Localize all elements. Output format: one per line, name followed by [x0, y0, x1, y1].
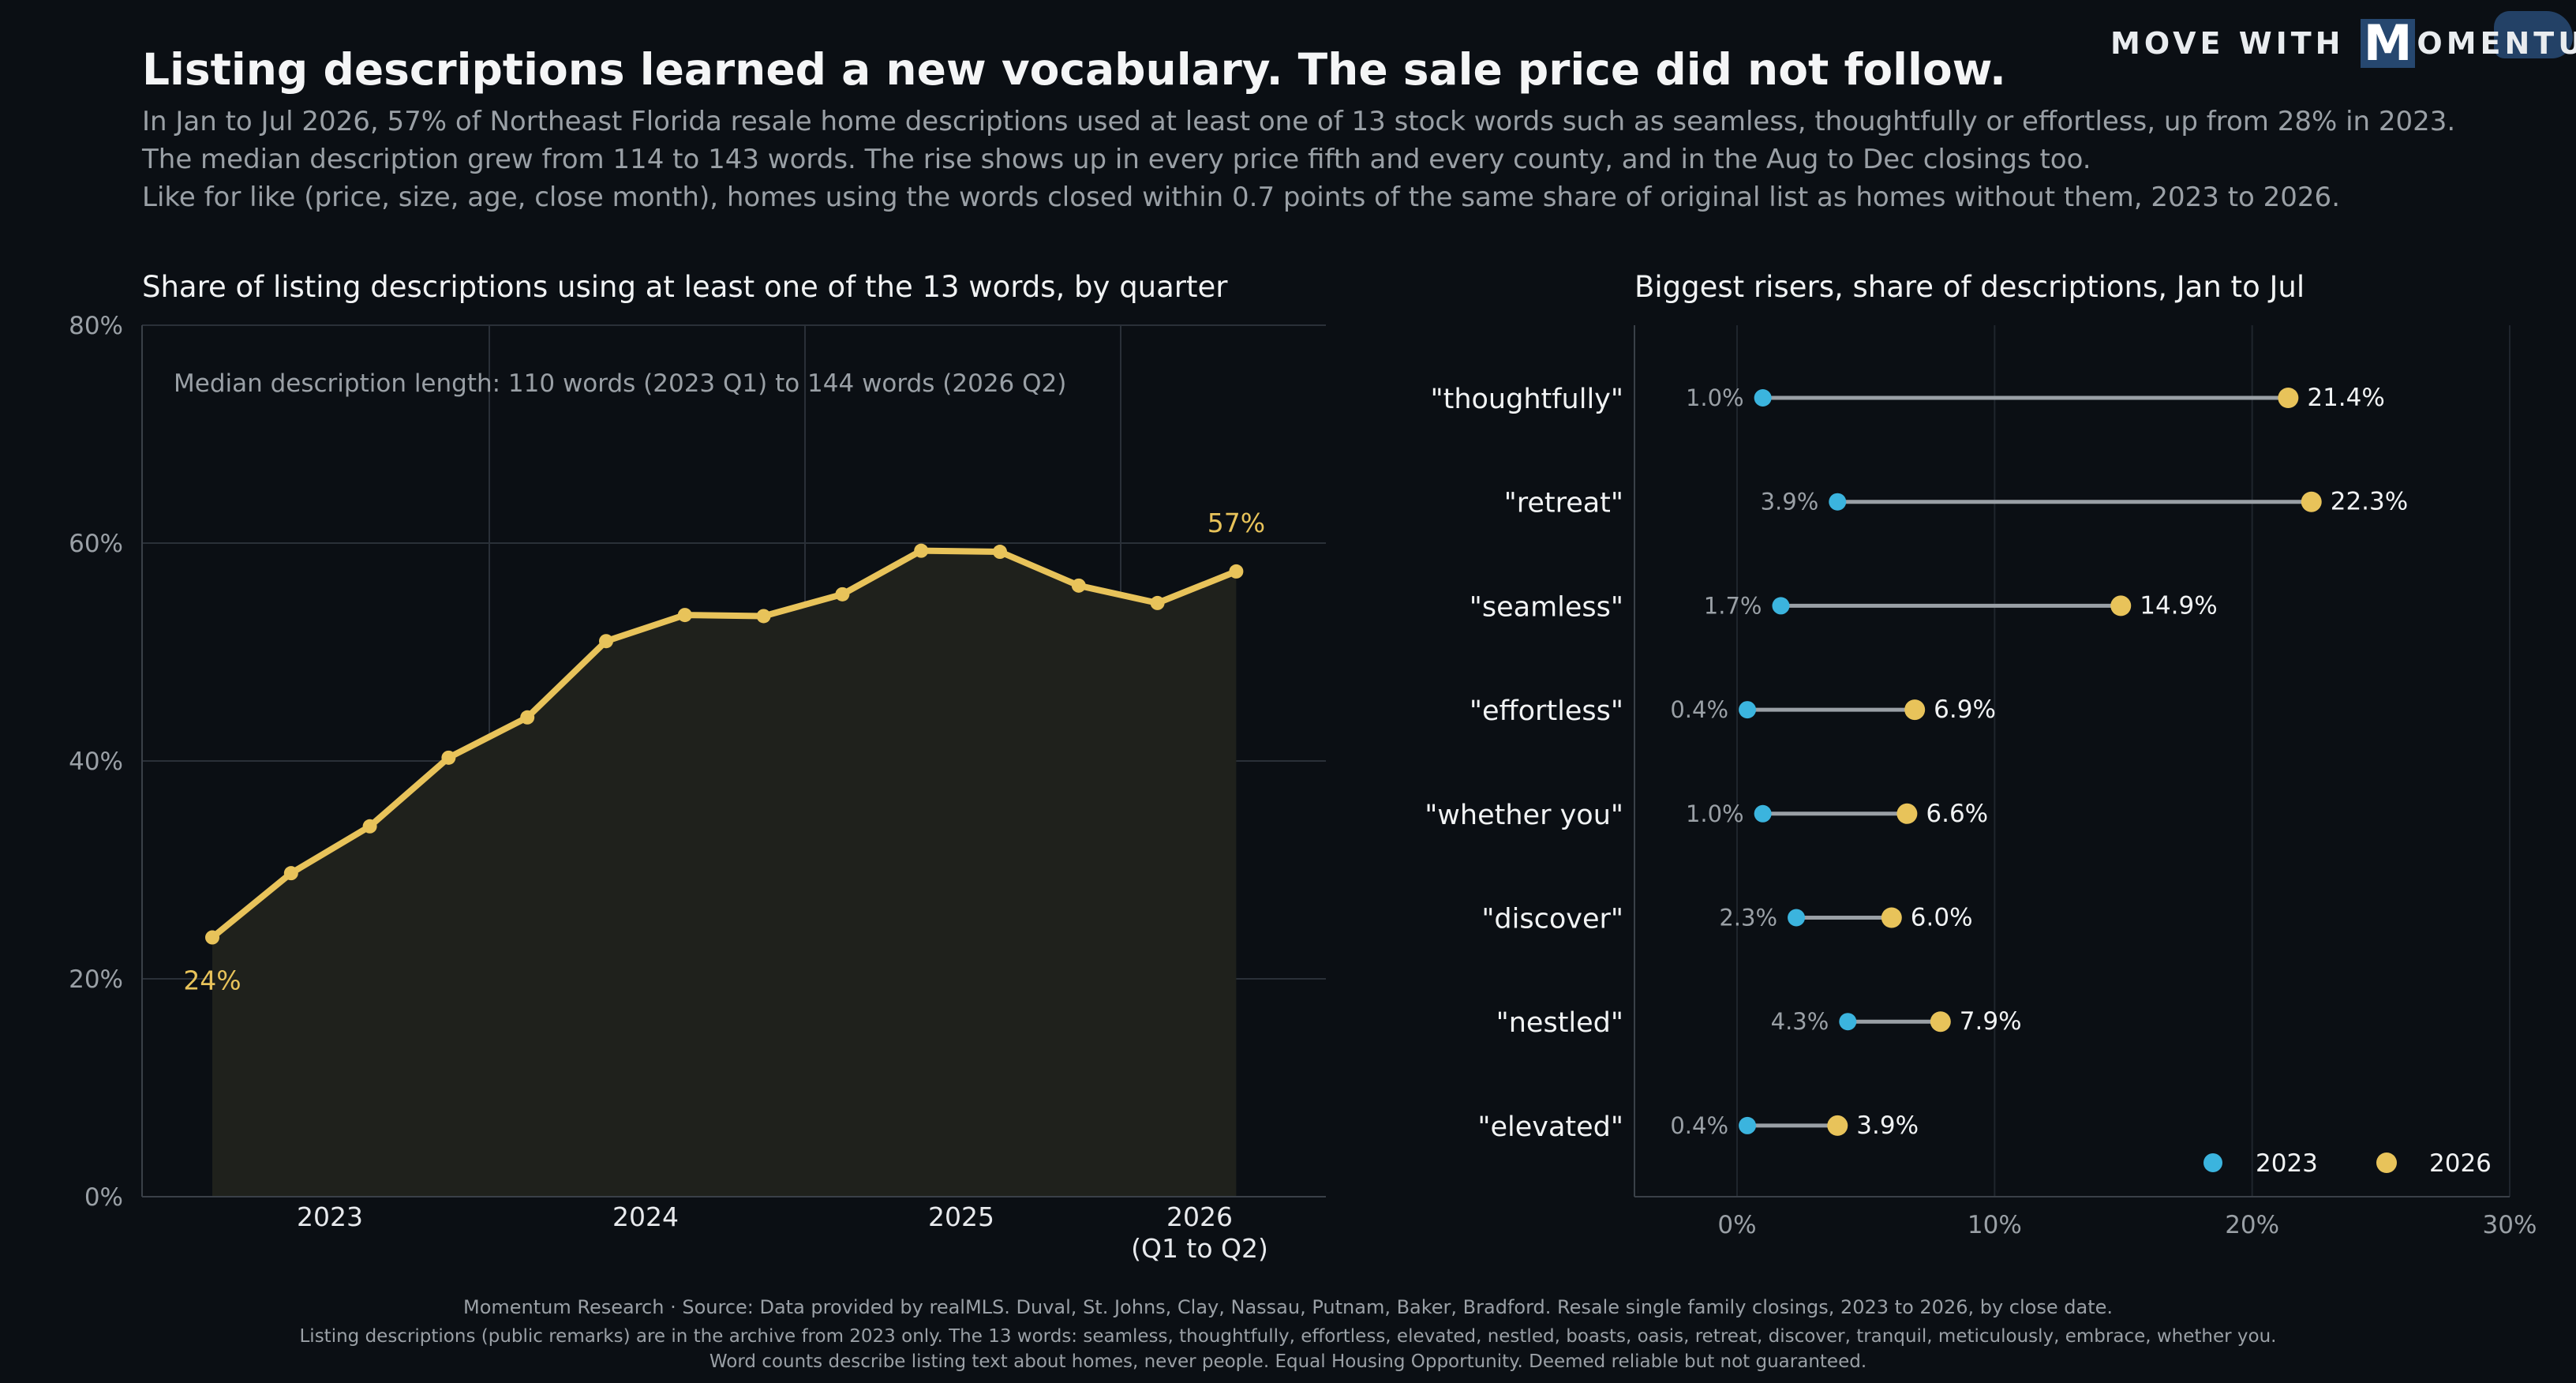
- x-tick-label: 0%: [1717, 1211, 1756, 1239]
- dot-2023: [1772, 597, 1790, 615]
- dot-2026: [1881, 907, 1902, 928]
- legend-marker-2026: [2376, 1152, 2397, 1173]
- data-point: [205, 930, 219, 945]
- data-point: [835, 587, 850, 602]
- quarterly-share-line-chart: 0% 20% 40% 60% 80% Median description length:…: [69, 312, 1326, 1264]
- footer-source: Momentum Research · Source: Data provide…: [463, 1296, 2113, 1318]
- dot-2026: [2278, 388, 2299, 408]
- value-2023-label: 1.0%: [1686, 384, 1744, 411]
- x-tick-label: 2026 (Q1 to Q2): [1131, 1201, 1268, 1264]
- x-tick-label: 20%: [2225, 1211, 2279, 1239]
- x-tick-label: 30%: [2483, 1211, 2537, 1239]
- value-2026-label: 6.0%: [1911, 904, 1973, 932]
- row-word-label: "whether you": [1425, 800, 1623, 831]
- start-value-label: 24%: [183, 965, 241, 996]
- dot-2023: [1829, 493, 1847, 511]
- dot-2023: [1754, 389, 1772, 407]
- dot-2026: [1827, 1115, 1848, 1136]
- right-chart-title: Biggest risers, share of descriptions, J…: [1634, 270, 2305, 304]
- dot-2026: [1904, 699, 1926, 721]
- value-2026-label: 14.9%: [2140, 591, 2217, 620]
- footer-disclaimer: Word counts describe listing text about …: [709, 1351, 1867, 1372]
- brand-logo: MOVE WITH MOMENTUM: [2099, 5, 2576, 71]
- x-tick-label: 2025: [928, 1201, 994, 1232]
- value-2026-label: 22.3%: [2331, 488, 2408, 516]
- value-2023-label: 4.3%: [1771, 1008, 1829, 1035]
- dot-2026: [1930, 1011, 1951, 1033]
- subtitle-line-2: The median description grew from 114 to …: [142, 144, 2091, 175]
- data-point: [1229, 564, 1244, 579]
- value-2023-label: 0.4%: [1670, 696, 1728, 723]
- page-subtitle: In Jan to Jul 2026, 57% of Northeast Flo…: [142, 103, 2455, 216]
- data-point: [914, 543, 929, 558]
- dot-2023: [1754, 804, 1772, 823]
- value-2026-label: 7.9%: [1960, 1007, 2022, 1036]
- value-2026-label: 6.6%: [1926, 800, 1988, 828]
- x-tick-label: 2024: [612, 1201, 679, 1232]
- page-title: Listing descriptions learned a new vocab…: [142, 44, 2006, 95]
- biggest-risers-dumbbell-chart: 0% 10% 20% 30% "thoughtfully" 1.0% 21.4% "retre…: [1425, 325, 2537, 1239]
- left-chart-title: Share of listing descriptions using at l…: [142, 270, 1228, 304]
- y-tick-label: 80%: [69, 312, 123, 340]
- value-2023-label: 3.9%: [1761, 489, 1819, 515]
- x-tick-label: 2023: [297, 1201, 363, 1232]
- y-tick-label: 40%: [69, 748, 123, 776]
- data-point: [362, 819, 377, 834]
- row-word-label: "thoughtfully": [1431, 384, 1624, 415]
- row-word-label: "retreat": [1504, 488, 1623, 519]
- data-point: [441, 750, 456, 765]
- subtitle-line-1: In Jan to Jul 2026, 57% of Northeast Flo…: [142, 106, 2456, 137]
- x-tick-label: 10%: [1968, 1211, 2022, 1239]
- row-word-label: "effortless": [1470, 695, 1623, 727]
- row-word-label: "discover": [1481, 904, 1623, 935]
- subtitle-line-3: Like for like (price, size, age, close m…: [142, 182, 2340, 213]
- value-2023-label: 1.0%: [1686, 800, 1744, 827]
- y-tick-label: 20%: [69, 965, 123, 994]
- value-2023-label: 1.7%: [1704, 592, 1762, 619]
- dot-2026: [2110, 595, 2132, 617]
- data-point: [756, 609, 771, 624]
- data-point: [520, 710, 535, 725]
- dot-2023: [1788, 909, 1806, 927]
- row-word-label: "seamless": [1470, 591, 1623, 623]
- data-point: [1071, 578, 1086, 593]
- row-word-label: "elevated": [1477, 1111, 1623, 1143]
- median-length-annotation: Median description length: 110 words (20…: [174, 369, 1066, 398]
- data-point: [283, 866, 298, 881]
- value-2026-label: 21.4%: [2307, 384, 2384, 412]
- value-2023-label: 0.4%: [1670, 1112, 1728, 1139]
- dot-2023: [1739, 1116, 1757, 1134]
- brand-wordmark: MOVE WITH MOMENTUM: [2110, 14, 2576, 72]
- value-2026-label: 3.9%: [1856, 1111, 1919, 1140]
- value-2026-label: 6.9%: [1934, 695, 1996, 724]
- dot-2023: [1739, 701, 1757, 719]
- y-tick-label: 60%: [69, 530, 123, 558]
- legend-label-2026: 2026: [2429, 1149, 2492, 1178]
- dot-2023: [1839, 1013, 1857, 1031]
- end-value-label: 57%: [1208, 508, 1265, 538]
- data-point: [1150, 595, 1165, 610]
- data-point: [677, 608, 692, 623]
- y-tick-label: 0%: [84, 1183, 123, 1212]
- series-line: [209, 547, 1240, 941]
- footer-notes: Listing descriptions (public remarks) ar…: [299, 1326, 2277, 1347]
- data-point: [993, 545, 1007, 560]
- series-area: [212, 550, 1237, 1197]
- legend-label-2023: 2023: [2256, 1149, 2318, 1178]
- data-point: [599, 634, 613, 649]
- legend-marker-2023: [2203, 1153, 2222, 1172]
- row-word-label: "nestled": [1496, 1007, 1623, 1039]
- value-2023-label: 2.3%: [1719, 905, 1777, 931]
- dot-2026: [1896, 803, 1918, 824]
- dot-2026: [2301, 491, 2322, 512]
